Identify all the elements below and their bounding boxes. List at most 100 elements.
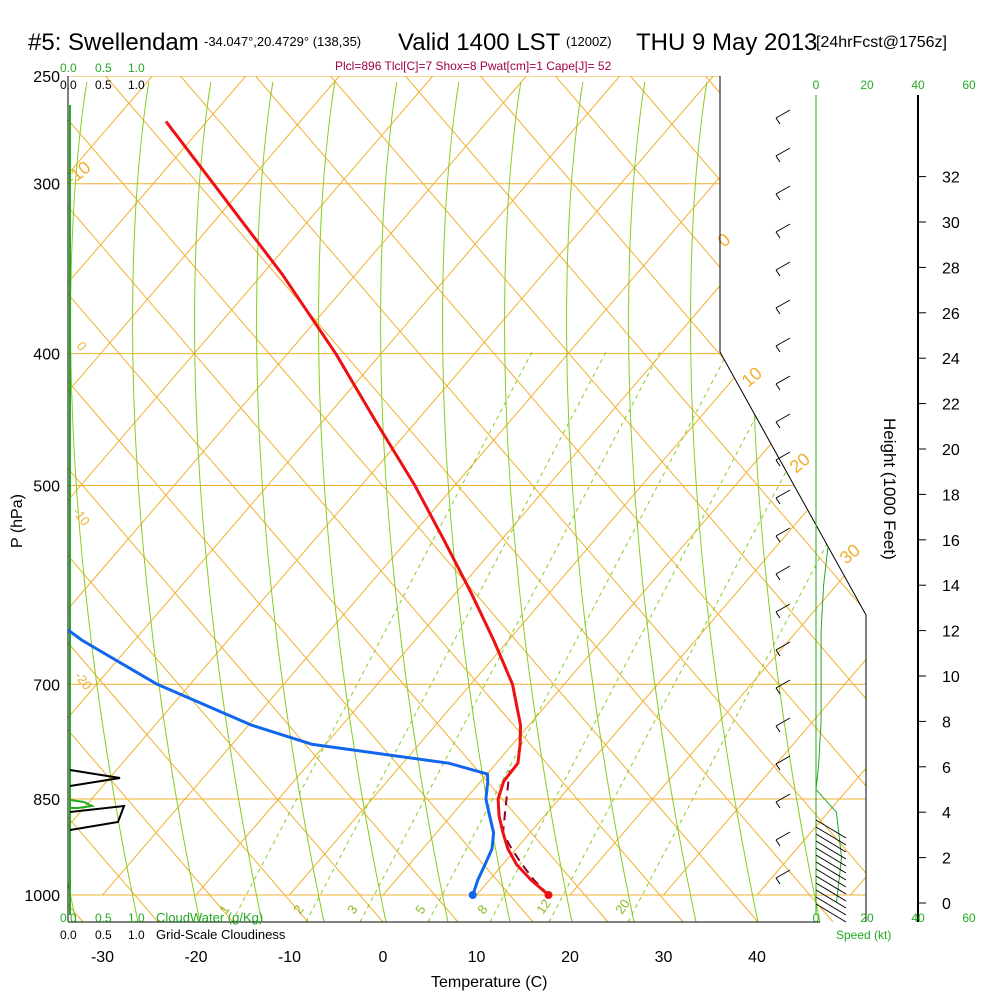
wind-barb-flag bbox=[775, 801, 781, 809]
height-tick-label: 16 bbox=[942, 533, 960, 550]
cloudwater-top-tick: 0.0 bbox=[60, 61, 77, 75]
wind-barb-low-level bbox=[815, 819, 847, 839]
cloudwater-profile bbox=[69, 799, 96, 809]
wind-barb-low-level bbox=[815, 840, 847, 860]
chart-title: #5: Swellendam -34.047°,20.4729° (138,35… bbox=[28, 29, 947, 73]
isotherm-line bbox=[68, 76, 434, 896]
wind-panel-boundary bbox=[719, 76, 867, 922]
y-axis-label: P (hPa) bbox=[9, 494, 26, 548]
isotherm-label: -10 bbox=[62, 157, 95, 189]
moist-adiabat-line bbox=[504, 81, 573, 922]
wind-barb bbox=[775, 489, 791, 499]
pressure-tick-label: 400 bbox=[33, 347, 60, 364]
wind-barb-flag bbox=[775, 725, 781, 733]
title-fcst: [24hrFcst@1756z] bbox=[816, 34, 947, 51]
dry-adiabat-line bbox=[68, 76, 609, 922]
surface-temperature-point bbox=[544, 891, 553, 899]
wind-barb-flag bbox=[775, 611, 781, 619]
dry-adiabat-line bbox=[68, 76, 684, 922]
dry-adiabat-line bbox=[105, 76, 834, 922]
dry-adiabat-line bbox=[68, 76, 384, 922]
wind-barb bbox=[775, 337, 791, 347]
isotherm-line bbox=[382, 76, 866, 896]
speed-top-tick: 20 bbox=[860, 78, 874, 92]
temperature-tick-label: -20 bbox=[184, 949, 207, 966]
height-tick-label: 8 bbox=[942, 714, 951, 731]
wind-barb bbox=[775, 565, 791, 575]
temperature-tick-label: -10 bbox=[278, 949, 301, 966]
height-tick-label: 26 bbox=[942, 306, 960, 323]
dry-adiabat-line bbox=[405, 76, 866, 922]
wind-barb bbox=[775, 299, 791, 309]
cloudiness-top-tick: 1.0 bbox=[128, 78, 145, 92]
dry-adiabat-line bbox=[255, 76, 866, 922]
wind-barb-flag bbox=[775, 421, 781, 429]
wind-barb-flag bbox=[775, 763, 781, 771]
mixing-ratio-grid bbox=[231, 351, 866, 922]
wind-barb bbox=[775, 869, 791, 879]
dry-adiabat-line bbox=[330, 76, 866, 922]
wind-barb-low-level bbox=[815, 875, 847, 895]
wind-barb bbox=[775, 261, 791, 271]
isotherm-label: 30 bbox=[836, 540, 864, 568]
wind-barb-flag bbox=[775, 535, 781, 543]
isotherm-line bbox=[68, 76, 621, 896]
moist-adiabat-line bbox=[442, 81, 511, 922]
dry-adiabat-line bbox=[0, 76, 8, 922]
speed-bottom-tick: 20 bbox=[860, 911, 874, 925]
isotherm-labels: -10 0 10 20 30 0 -10 -20 bbox=[62, 157, 864, 693]
wind-barb-flag bbox=[775, 877, 781, 885]
wind-barbs bbox=[775, 109, 847, 923]
pressure-tick-label: 250 bbox=[33, 69, 60, 86]
speed-top-tick: 0 bbox=[813, 78, 820, 92]
cloudwater-bottom-tick: 0.5 bbox=[95, 911, 112, 925]
mixing-ratio-label: 20 bbox=[612, 896, 633, 916]
isotherm-line bbox=[68, 76, 527, 896]
pressure-tick-label: 300 bbox=[33, 177, 60, 194]
temperature-line bbox=[164, 120, 550, 897]
height-tick-label: 4 bbox=[942, 805, 951, 822]
isotherm-label: 10 bbox=[738, 363, 766, 391]
wind-barb-low-level bbox=[815, 826, 847, 846]
height-tick-label: 30 bbox=[942, 215, 960, 232]
mixing-ratio-label: 2 bbox=[290, 902, 306, 917]
cloudiness-bottom-tick: 0.0 bbox=[60, 928, 77, 942]
temperature-tick-label: 10 bbox=[468, 949, 486, 966]
height-tick-label: 20 bbox=[942, 442, 960, 459]
temperature-tick-label: -30 bbox=[91, 949, 114, 966]
mixing-ratio-line bbox=[359, 351, 661, 922]
wind-barb-low-level bbox=[815, 854, 847, 874]
cloudiness-top-tick: 0.5 bbox=[95, 78, 112, 92]
moist-adiabat-line bbox=[566, 81, 635, 922]
isotherm-label: -20 bbox=[72, 669, 95, 693]
temperature-tick-label: 30 bbox=[655, 949, 673, 966]
cloudiness-profile-lower bbox=[69, 804, 126, 831]
height-tick-label: 0 bbox=[942, 896, 951, 913]
isotherm-label: 0 bbox=[714, 229, 735, 251]
moist-adiabat-line bbox=[194, 81, 263, 922]
pressure-tick-label: 850 bbox=[33, 792, 60, 809]
wind-barb-flag bbox=[775, 497, 781, 505]
dry-adiabat-line bbox=[555, 76, 866, 922]
isotherm-line bbox=[68, 76, 714, 896]
height-tick-label: 22 bbox=[942, 397, 960, 414]
height-tick-label: 2 bbox=[942, 851, 951, 868]
isotherm-label: 0 bbox=[74, 339, 90, 354]
wind-barb bbox=[775, 375, 791, 385]
dry-adiabat-line bbox=[68, 76, 534, 922]
cloudiness-bottom-tick: 1.0 bbox=[128, 928, 145, 942]
wind-barb bbox=[775, 755, 791, 765]
title-zulu: (1200Z) bbox=[566, 34, 612, 49]
title-coords: -34.047°,20.4729° (138,35) bbox=[204, 34, 361, 49]
pressure-tick-labels: 250 300 400 500 700 850 1000 bbox=[24, 69, 60, 905]
cloudiness-profile-upper bbox=[69, 769, 121, 787]
stats-line: Plcl=896 Tlcl[C]=7 Shox=8 Pwat[cm]=1 Cap… bbox=[335, 59, 612, 73]
wind-barb-flag bbox=[775, 117, 781, 125]
temperature-tick-labels: -30 -20 -10 0 10 20 30 40 bbox=[91, 949, 766, 966]
height-tick-label: 14 bbox=[942, 578, 960, 595]
temperature-tick-label: 20 bbox=[561, 949, 579, 966]
height-tick-label: 28 bbox=[942, 260, 960, 277]
title-valid: Valid 1400 LST bbox=[398, 29, 561, 56]
mixing-ratio-label: 3 bbox=[344, 902, 360, 917]
